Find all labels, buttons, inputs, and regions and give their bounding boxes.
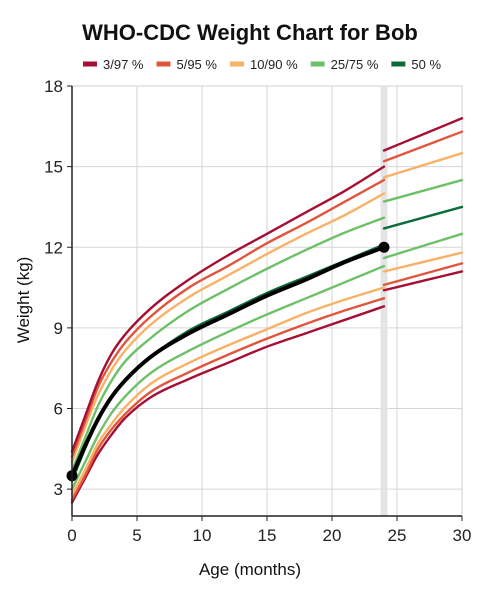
x-tick-label: 30 xyxy=(453,526,472,545)
chart-title: WHO-CDC Weight Chart for Bob xyxy=(82,20,418,45)
percentile-curve-who xyxy=(70,305,386,504)
legend-label: 25/75 % xyxy=(331,57,379,72)
percentile-curve-cdc xyxy=(382,262,464,287)
legend-label: 50 % xyxy=(411,57,441,72)
x-tick-label: 25 xyxy=(388,526,407,545)
legend-item: 5/95 % xyxy=(156,57,217,72)
percentile-curve-cdc xyxy=(382,205,464,230)
x-tick-label: 15 xyxy=(258,526,277,545)
x-tick-label: 20 xyxy=(323,526,342,545)
percentile-curve-who xyxy=(70,297,386,502)
percentile-curve-cdc xyxy=(382,151,464,179)
percentile-curve-cdc xyxy=(382,232,464,260)
patient-data-point xyxy=(378,241,390,253)
legend-item: 25/75 % xyxy=(310,57,379,72)
axes: 0 5 10 15 20 25 30 3 6 9 12 15 18 xyxy=(44,77,471,545)
percentile-curve-cdc xyxy=(382,117,464,152)
percentile-curve-cdc xyxy=(382,178,464,203)
percentile-curve-who xyxy=(70,216,386,472)
patient-series xyxy=(66,241,390,482)
legend-item: 50 % xyxy=(391,57,441,72)
percentile-curve-cdc xyxy=(382,130,464,163)
y-tick-label: 6 xyxy=(54,400,63,419)
x-tick-label: 5 xyxy=(132,526,141,545)
y-axis-label: Weight (kg) xyxy=(14,257,33,344)
legend-label: 5/95 % xyxy=(176,57,217,72)
legend-item: 3/97 % xyxy=(83,57,144,72)
x-tick-label: 0 xyxy=(67,526,76,545)
y-tick-label: 3 xyxy=(54,480,63,499)
percentile-curve-who xyxy=(70,165,386,453)
y-tick-label: 12 xyxy=(44,238,63,257)
percentile-curve-cdc xyxy=(382,270,464,292)
y-tick-label: 9 xyxy=(54,319,63,338)
grid xyxy=(71,85,463,517)
percentile-curve-cdc xyxy=(382,251,464,273)
x-tick-label: 10 xyxy=(193,526,212,545)
percentile-curve-who xyxy=(70,192,386,464)
legend: 3/97 % 5/95 % 10/90 % 25/75 % 50 % xyxy=(83,57,441,72)
percentile-curve-who xyxy=(70,178,386,459)
legend-label: 10/90 % xyxy=(250,57,298,72)
percentile-curve-who xyxy=(70,264,386,491)
legend-label: 3/97 % xyxy=(103,57,144,72)
patient-weight-line xyxy=(70,245,386,478)
percentile-curve-who xyxy=(70,286,386,496)
legend-item: 10/90 % xyxy=(229,57,298,72)
y-tick-label: 18 xyxy=(44,77,63,96)
y-tick-label: 15 xyxy=(44,158,63,177)
x-axis-label: Age (months) xyxy=(199,560,301,579)
